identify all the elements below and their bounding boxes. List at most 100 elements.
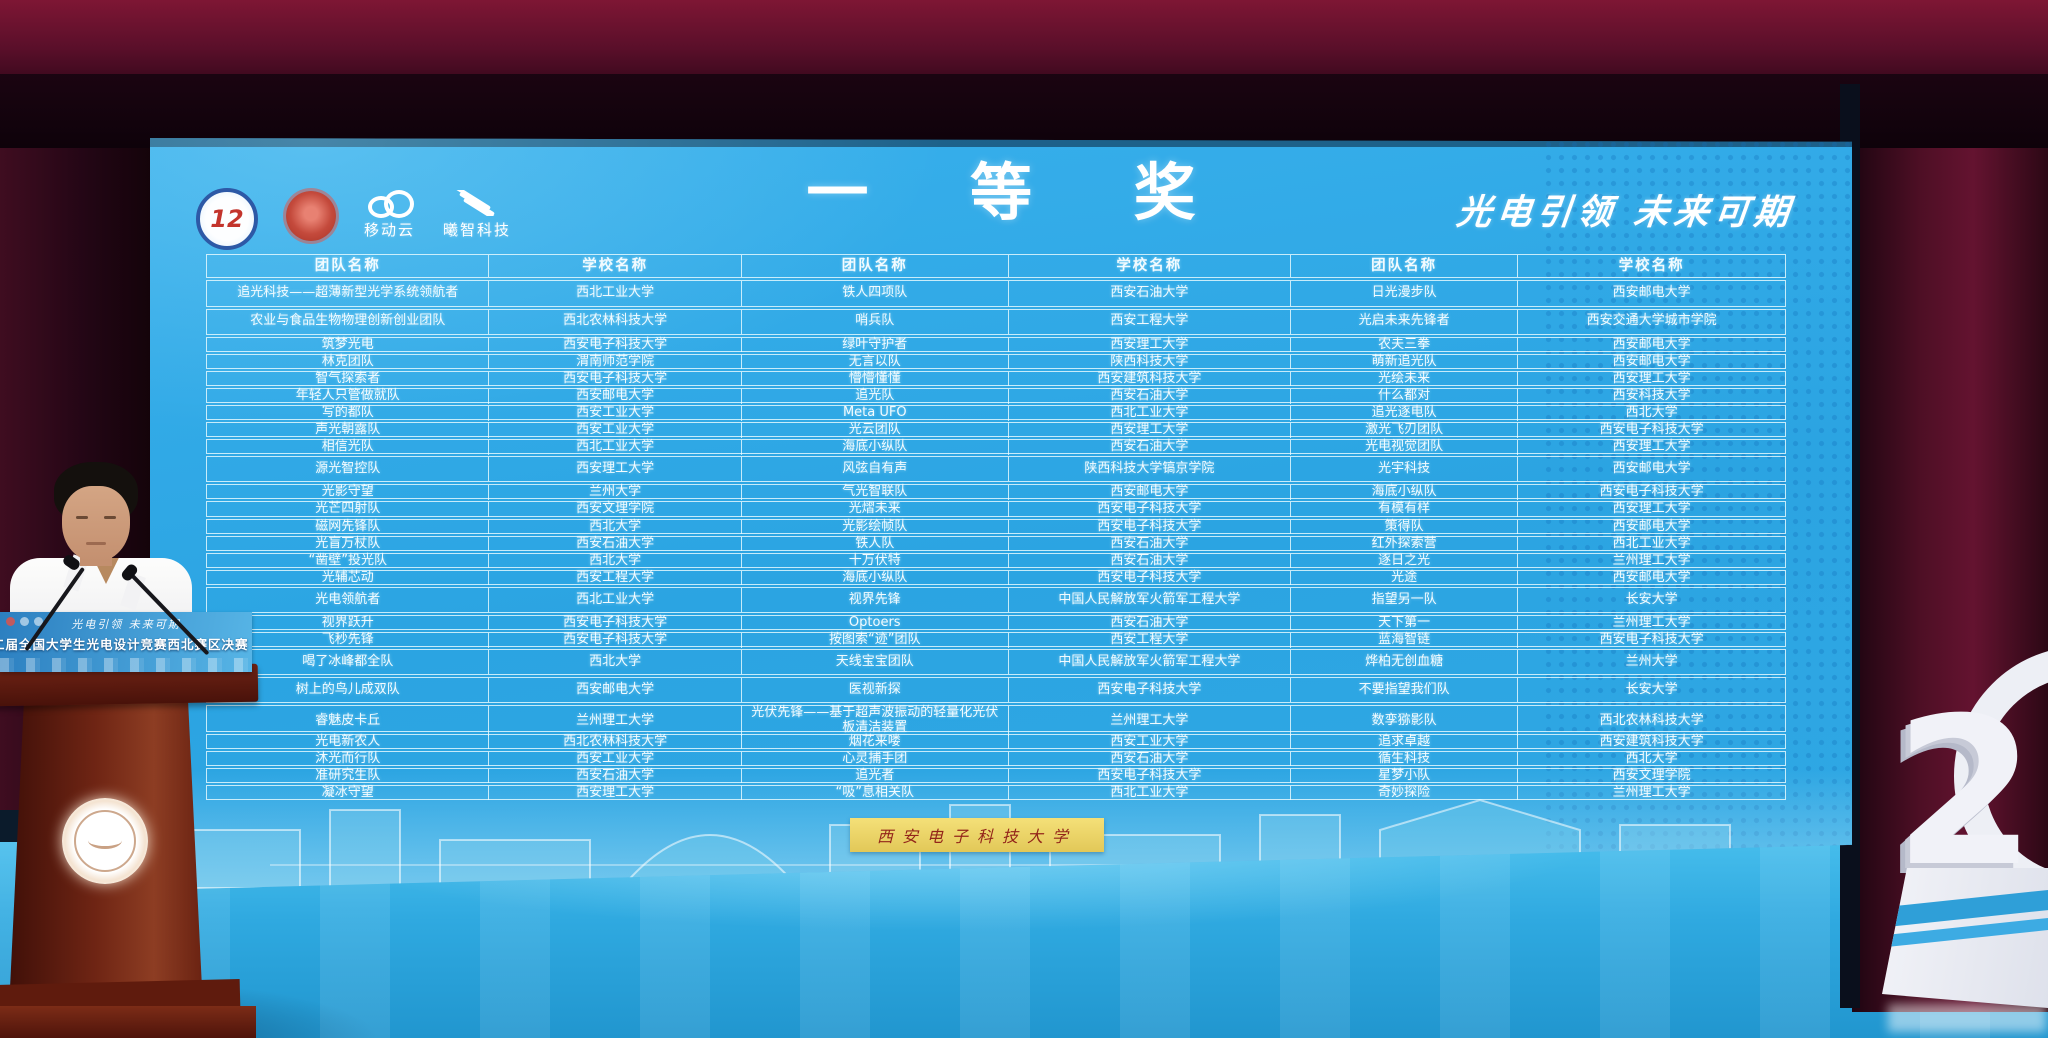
team-cell: 策得队 — [1291, 519, 1519, 535]
team-cell: 烨柏无创血糖 — [1291, 650, 1519, 675]
school-cell: 兰州理工大学 — [1612, 552, 1691, 568]
table-row: 林克团队 渭南师范学院 无言以队 陕西科技大学 萌新追光队 西安邮电大学 — [206, 353, 1786, 370]
school-cell: 西安工业大学 — [489, 423, 742, 438]
school-cell: 西安工业大学 — [489, 751, 742, 767]
mobile-cloud-logo: 移动云 — [364, 190, 415, 240]
table-row: 追光科技——超薄新型光学系统领航者 西北工业大学 铁人四项队 西安石油大学 日光漫步队 西… — [206, 280, 1786, 307]
school-cell: 西北工业大学 — [489, 281, 742, 306]
number-two-sculpture: 2 — [1894, 675, 2036, 912]
team-cell: 铁人四项队 — [742, 281, 1009, 306]
team-cell: 懵懵懂懂 — [742, 371, 1009, 387]
school-cell: 西安理工大学 — [489, 457, 742, 482]
school-cell: 西安文理学院 — [1612, 767, 1691, 783]
school-cell: 长安大学 — [1625, 682, 1678, 698]
team-cell: 什么都对 — [1291, 388, 1519, 404]
school-cell: 西安工程大学 — [489, 570, 742, 586]
school-cell: 西安石油大学 — [1009, 440, 1292, 455]
team-cell: 逐日之光 — [1291, 553, 1519, 569]
school-cell: 西安石油大学 — [489, 536, 742, 552]
team-cell: 海底小纵队 — [742, 440, 1009, 455]
team-cell: 绿叶守护者 — [742, 337, 1009, 353]
team-cell: 源光智控队 — [207, 457, 490, 482]
school-cell: 西安电子科技大学 — [489, 632, 742, 648]
team-cell: 光熠未来 — [742, 502, 1009, 517]
team-cell: 光启未来先锋者 — [1291, 309, 1519, 334]
school-cell: 西安石油大学 — [489, 768, 742, 784]
team-cell: 林克团队 — [207, 354, 490, 370]
team-cell: 声光朝露队 — [207, 423, 490, 438]
curtain-valance — [0, 0, 2048, 74]
sponsor-logo-row: 12 移动云 曦智科技 — [196, 188, 511, 250]
team-cell: 筑梦光电 — [207, 337, 490, 353]
led-screen: 12 移动云 曦智科技 一 等 奖 光电引领 未来可期 团队名称 学校名称 团队… — [150, 138, 1852, 890]
team-cell: 相信光队 — [207, 440, 490, 455]
team-cell: 海底小纵队 — [1291, 485, 1519, 500]
team-cell: 不要指望我们队 — [1291, 678, 1519, 703]
school-cell: 西北工业大学 — [1009, 405, 1292, 421]
school-cell: 西安石油大学 — [1009, 751, 1292, 767]
school-cell: 西北工业大学 — [489, 587, 742, 612]
school-cell: 西安电子科技大学 — [1599, 422, 1704, 438]
competition-12-logo-text: 12 — [210, 205, 244, 233]
team-cell: 天线宝宝团队 — [742, 650, 1009, 675]
table-row: 光影守望 兰州大学 气光智联队 西安邮电大学 海底小纵队 西安电子科技大学 — [206, 484, 1786, 500]
sculpture-reflection — [1888, 1004, 2046, 1032]
table-row: 筑梦光电 西安电子科技大学 绿叶守护者 西安理工大学 农夫三拳 西安邮电大学 — [206, 336, 1786, 353]
table-row: 沐光而行队 西安工业大学 心灵捕手团 西安石油大学 循生科技 西北大学 — [206, 750, 1786, 767]
school-cell: 兰州大学 — [1625, 653, 1678, 669]
school-cell: 西安邮电大学 — [1009, 485, 1292, 500]
table-row: 年轻人只管做就队 西安邮电大学 追光队 西安石油大学 什么都对 西安科技大学 — [206, 387, 1786, 404]
header-team: 团队名称 — [207, 255, 490, 278]
school-cell: 西安理工大学 — [1612, 501, 1691, 517]
podium-slogan: 光电引领 未来可期 — [71, 618, 181, 631]
table-header-row: 团队名称 学校名称 团队名称 学校名称 团队名称 学校名称 — [206, 254, 1786, 279]
school-cell: 陕西科技大学 — [1009, 354, 1292, 370]
mobile-cloud-label: 移动云 — [364, 221, 416, 239]
school-cell: 西北农林科技大学 — [1599, 712, 1704, 728]
school-cell: 西北农林科技大学 — [489, 309, 742, 334]
school-cell: 西安石油大学 — [1009, 553, 1292, 569]
school-cell: 西安理工大学 — [1612, 439, 1691, 455]
team-cell: 视界先锋 — [742, 587, 1009, 612]
team-cell: 光辅芯动 — [207, 570, 490, 586]
podium-event-title: 二届全国大学生光电设计竞赛西北赛区决赛 — [0, 637, 249, 652]
team-cell: 光芒四射队 — [207, 502, 490, 517]
team-cell: 年轻人只管做就队 — [207, 388, 490, 404]
school-cell: 西安邮电大学 — [489, 678, 742, 703]
table-row: 智气探索者 西安电子科技大学 懵懵懂懂 西安建筑科技大学 光绘未来 西安理工大学 — [206, 370, 1786, 387]
podium-banner-logos — [6, 617, 43, 626]
school-cell: 西安电子科技大学 — [1009, 678, 1292, 703]
team-cell: 沐光而行队 — [207, 751, 490, 767]
table-row: 源光智控队 西安理工大学 风弦自有声 陕西科技大学镐京学院 光宇科技 西安邮电大学 — [206, 456, 1786, 483]
award-title: 一 等 奖 — [806, 156, 1236, 229]
school-cell: 西安邮电大学 — [489, 388, 742, 404]
school-cell: 西安邮电大学 — [1612, 518, 1691, 534]
sculpture-base — [1882, 868, 2048, 1008]
team-cell: 无言以队 — [742, 354, 1009, 370]
school-cell: 西安石油大学 — [1009, 615, 1292, 631]
school-cell: 西安电子科技大学 — [1599, 632, 1704, 647]
team-cell: 喝了冰峰都全队 — [207, 650, 490, 675]
table-row: 光电新农人 西北农林科技大学 烟花来喽 西安工业大学 追求卓越 西安建筑科技大学 — [206, 733, 1786, 750]
team-cell: 准研究生队 — [207, 768, 490, 784]
team-cell: 光云团队 — [742, 423, 1009, 438]
school-cell: 西安科技大学 — [1612, 387, 1691, 403]
table-row: 凝冰守望 西安理工大学 “吸”息相关队 西北工业大学 奇妙探险 兰州理工大学 — [206, 784, 1786, 801]
school-cell: 西安文理学院 — [489, 502, 742, 517]
school-cell: 西安电子科技大学 — [1009, 570, 1292, 586]
team-cell: 光途 — [1291, 570, 1519, 586]
team-cell: 奇妙探险 — [1291, 785, 1519, 801]
team-cell: 哨兵队 — [742, 309, 1009, 334]
team-cell: 光盲万杖队 — [207, 536, 490, 552]
team-cell: 光电领航者 — [207, 587, 490, 612]
award-table: 团队名称 学校名称 团队名称 学校名称 团队名称 学校名称 追光科技——超薄新型… — [206, 254, 1786, 801]
school-cell: 西安电子科技大学 — [489, 337, 742, 353]
team-cell: 气光智联队 — [742, 485, 1009, 500]
team-cell: 指望另一队 — [1291, 587, 1519, 612]
team-cell: 睿魅皮卡丘 — [207, 706, 490, 736]
team-cell: 有模有样 — [1291, 502, 1519, 517]
school-cell: 西安邮电大学 — [1612, 569, 1691, 585]
team-cell: 追求卓越 — [1291, 734, 1519, 750]
table-row: 视界跃升 西安电子科技大学 Optoers 西安石油大学 天下第一 兰州理工大学 — [206, 614, 1786, 631]
header-school: 学校名称 — [1009, 255, 1292, 278]
